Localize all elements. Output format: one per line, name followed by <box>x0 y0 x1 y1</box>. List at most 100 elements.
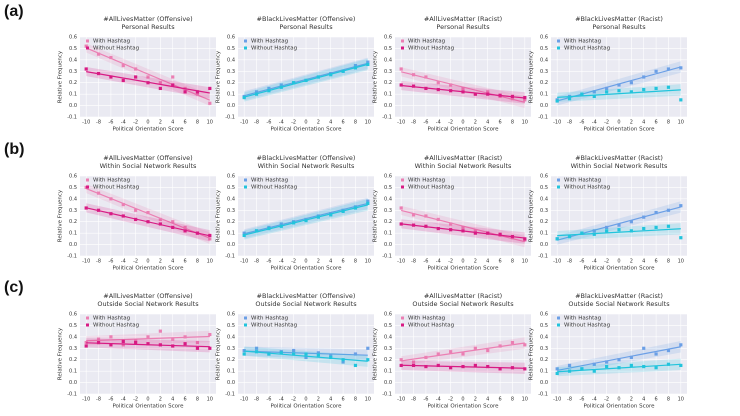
panel-label: (c) <box>4 279 24 296</box>
point <box>399 67 403 71</box>
legend-marker <box>401 46 404 50</box>
y-axis-label: Relative Frequency <box>216 50 222 103</box>
y-tick-label: 0.3 <box>540 69 548 75</box>
point <box>341 69 345 73</box>
y-tick-label: -0.1 <box>538 115 548 121</box>
x-tick-label: 4 <box>329 397 332 403</box>
point <box>642 364 646 369</box>
x-tick-label: 6 <box>498 120 501 126</box>
point <box>449 83 453 87</box>
x-tick-label: 10 <box>207 259 213 265</box>
x-tick-label: -4 <box>592 259 597 265</box>
x-tick-label: -2 <box>133 120 138 126</box>
point <box>498 93 502 97</box>
x-tick-label: 4 <box>329 120 332 126</box>
x-tick-label: 10 <box>522 259 528 265</box>
legend-label: With Hashtag <box>564 39 601 45</box>
point <box>654 366 658 370</box>
x-tick-label: -2 <box>291 259 296 265</box>
point <box>580 231 584 235</box>
chart-title: #AllLivesMatter (Offensive) <box>103 292 192 300</box>
legend-marker <box>557 316 560 320</box>
y-tick-label: 0.4 <box>227 57 235 63</box>
legend-marker <box>244 323 247 327</box>
x-tick-label: 8 <box>511 259 514 265</box>
x-tick-label: 2 <box>630 120 633 126</box>
point <box>316 351 320 355</box>
point <box>498 367 502 371</box>
trend-line <box>401 342 525 362</box>
point <box>605 86 609 91</box>
y-tick-label: -0.1 <box>538 254 548 260</box>
legend-marker <box>557 39 560 43</box>
point <box>316 353 320 357</box>
x-tick-label: -10 <box>553 397 561 403</box>
x-axis-label: Political Orientation Score <box>427 127 499 133</box>
point <box>158 217 162 222</box>
point <box>292 81 296 85</box>
x-tick-label: 8 <box>196 397 199 403</box>
point <box>605 225 609 230</box>
point <box>134 340 138 345</box>
point <box>316 75 320 79</box>
point <box>679 98 683 102</box>
point <box>208 332 212 337</box>
x-tick-label: -8 <box>567 397 572 403</box>
legend-label: Without Hashtag <box>251 185 297 191</box>
x-tick-label: -6 <box>266 259 271 265</box>
legend-marker <box>401 178 404 182</box>
x-axis-label: Political Orientation Score <box>112 127 184 133</box>
point <box>666 208 671 212</box>
point <box>279 224 283 228</box>
point <box>399 363 403 368</box>
point <box>411 213 416 217</box>
y-tick-label: 0.0 <box>384 242 392 248</box>
x-tick-label: 0 <box>146 120 149 126</box>
y-tick-label: 0.4 <box>227 196 235 202</box>
x-tick-label: 8 <box>667 259 670 265</box>
chart-subtitle: Outside Social Network Results <box>97 300 199 308</box>
x-tick-label: 0 <box>461 259 464 265</box>
point <box>242 95 246 100</box>
y-axis-label: Relative Frequency <box>529 189 535 242</box>
y-tick-label: 0.5 <box>227 46 235 52</box>
x-tick-label: -6 <box>579 397 584 403</box>
y-tick-label: 0.2 <box>227 80 235 86</box>
x-tick-label: 10 <box>365 397 371 403</box>
x-tick-label: 4 <box>171 397 174 403</box>
point <box>555 367 559 371</box>
y-tick-label: 0.2 <box>227 219 235 225</box>
y-tick-label: 0.3 <box>384 208 392 214</box>
point <box>436 81 440 85</box>
x-tick-label: 6 <box>498 397 501 403</box>
point <box>679 363 683 368</box>
point <box>121 214 125 218</box>
y-tick-label: 0.1 <box>227 92 235 98</box>
y-tick-label: 0.2 <box>384 357 392 363</box>
point <box>84 344 88 348</box>
point <box>424 364 428 369</box>
x-tick-label: -10 <box>240 397 248 403</box>
y-tick-label: 0.1 <box>540 92 548 98</box>
point <box>267 352 271 356</box>
point <box>84 206 88 210</box>
legend-marker <box>557 185 560 189</box>
point <box>666 224 671 228</box>
y-tick-label: 0.0 <box>540 103 548 109</box>
y-tick-label: 0.4 <box>384 57 392 63</box>
point <box>254 346 259 350</box>
x-tick-label: 0 <box>461 397 464 403</box>
x-tick-label: -8 <box>254 397 259 403</box>
x-tick-label: -6 <box>108 259 113 265</box>
x-tick-label: -6 <box>423 120 428 126</box>
point <box>146 210 150 215</box>
point <box>654 210 658 215</box>
point <box>267 226 271 231</box>
point <box>473 363 477 368</box>
point <box>158 343 162 347</box>
x-axis-label: Political Orientation Score <box>583 127 655 133</box>
point <box>146 220 150 224</box>
chart-subtitle: Personal Results <box>592 23 646 31</box>
y-tick-label: 0.1 <box>69 369 77 375</box>
legend-label: With Hashtag <box>408 39 445 45</box>
